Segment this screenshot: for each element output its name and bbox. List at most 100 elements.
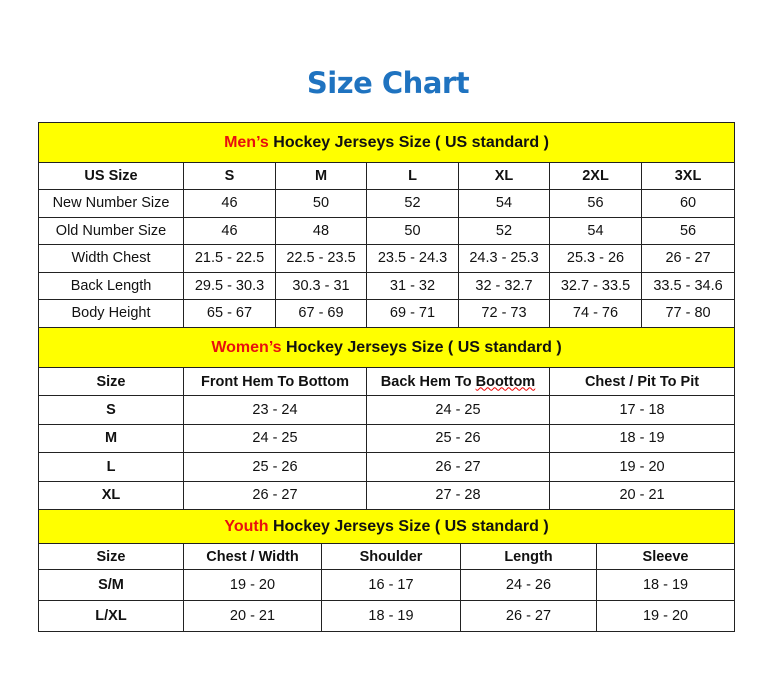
table-cell: 72 - 73 [458, 299, 550, 328]
table-cell: 32.7 - 33.5 [549, 271, 642, 300]
section-highlight: Youth [224, 517, 269, 535]
table-row: S/M 19 - 20 16 - 17 24 - 26 18 - 19 [38, 569, 736, 601]
table-cell: XL [458, 162, 550, 190]
column-header: Chest / Pit To Pit [548, 367, 736, 396]
mens-size-table: Men’s Hockey Jerseys Size ( US standard … [37, 122, 736, 328]
table-cell: S/M [38, 569, 184, 601]
section-highlight: Men’s [224, 133, 269, 151]
table-row: Old Number Size 46 48 50 52 54 56 [38, 216, 736, 245]
table-cell: XL [38, 480, 184, 510]
youth-size-table: Youth Hockey Jerseys Size ( US standard … [37, 509, 736, 632]
table-cell: US Size [38, 162, 184, 190]
table-cell: 52 [366, 189, 459, 218]
table-row: Back Length 29.5 - 30.3 30.3 - 31 31 - 32 32… [38, 271, 736, 300]
table-cell: 50 [366, 216, 459, 245]
table-cell: 19 - 20 [548, 452, 736, 482]
table-cell: 52 [458, 216, 550, 245]
table-cell: L/XL [38, 600, 184, 632]
table-cell: 24 - 25 [183, 423, 367, 453]
table-cell: 56 [640, 216, 736, 245]
table-cell: 22.5 - 23.5 [275, 244, 367, 273]
table-cell: Shoulder [321, 543, 461, 570]
table-cell: 18 - 19 [548, 423, 736, 453]
table-cell: 54 [549, 216, 642, 245]
table-cell: 2XL [549, 162, 642, 190]
table-cell: 74 - 76 [549, 299, 642, 328]
table-cell: 54 [458, 189, 550, 218]
table-cell: 26 - 27 [183, 480, 367, 510]
table-cell: 48 [275, 216, 367, 245]
table-cell: M [38, 423, 184, 453]
table-cell: 31 - 32 [366, 271, 459, 300]
table-cell: S [38, 395, 184, 425]
womens-section-header: Women’s Hockey Jerseys Size ( US standar… [37, 327, 736, 368]
table-cell: 3XL [640, 162, 736, 190]
table-cell: 25 - 26 [183, 452, 367, 482]
table-cell: 27 - 28 [366, 480, 550, 510]
column-header: Front Hem To Bottom [183, 367, 367, 396]
table-cell: Length [460, 543, 597, 570]
table-cell: 26 - 27 [640, 244, 736, 273]
column-header: Back Hem To Boottom [366, 367, 550, 396]
table-cell: 23.5 - 24.3 [366, 244, 459, 273]
table-cell: 20 - 21 [183, 600, 322, 632]
table-cell: 21.5 - 22.5 [183, 244, 276, 273]
table-row: New Number Size 46 50 52 54 56 60 [38, 189, 736, 218]
table-cell: M [275, 162, 367, 190]
section-highlight: Women’s [211, 338, 282, 356]
youth-section-header: Youth Hockey Jerseys Size ( US standard … [37, 509, 736, 544]
table-cell: 60 [640, 189, 736, 218]
table-cell: 19 - 20 [183, 569, 322, 601]
table-cell: Sleeve [595, 543, 736, 570]
section-title: Hockey Jerseys Size ( US standard ) [268, 517, 549, 535]
table-row: Width Chest 21.5 - 22.5 22.5 - 23.5 23.5 - … [38, 244, 736, 273]
table-cell: 50 [275, 189, 367, 218]
table-cell: 77 - 80 [640, 299, 736, 328]
table-cell: Width Chest [38, 244, 184, 273]
table-row: L 25 - 26 26 - 27 19 - 20 [38, 452, 736, 482]
table-cell: 19 - 20 [595, 600, 736, 632]
table-cell: 24 - 26 [460, 569, 597, 601]
table-cell: 29.5 - 30.3 [183, 271, 276, 300]
table-cell: Back Length [38, 271, 184, 300]
table-cell: 17 - 18 [548, 395, 736, 425]
table-cell: 26 - 27 [366, 452, 550, 482]
table-cell: 24 - 25 [366, 395, 550, 425]
table-row: S 23 - 24 24 - 25 17 - 18 [38, 395, 736, 425]
table-cell: S [183, 162, 276, 190]
table-cell: L [366, 162, 459, 190]
table-cell: L [38, 452, 184, 482]
table-cell: Size [38, 543, 184, 570]
table-cell: 18 - 19 [595, 569, 736, 601]
table-cell: 67 - 69 [275, 299, 367, 328]
page-title: Size Chart [306, 66, 470, 100]
table-cell: 18 - 19 [321, 600, 461, 632]
table-cell: 25.3 - 26 [549, 244, 642, 273]
table-row: XL 26 - 27 27 - 28 20 - 21 [38, 480, 736, 510]
table-cell: 26 - 27 [460, 600, 597, 632]
column-header: Size [38, 367, 184, 396]
table-cell: Old Number Size [38, 216, 184, 245]
table-cell: 24.3 - 25.3 [458, 244, 550, 273]
table-cell: 23 - 24 [183, 395, 367, 425]
table-cell: 20 - 21 [548, 480, 736, 510]
table-cell: 46 [183, 216, 276, 245]
table-row: M 24 - 25 25 - 26 18 - 19 [38, 423, 736, 453]
table-cell: 56 [549, 189, 642, 218]
womens-size-table: Women’s Hockey Jerseys Size ( US standar… [37, 327, 736, 510]
table-row: Body Height 65 - 67 67 - 69 69 - 71 72 - 73 7… [38, 299, 736, 328]
mens-section-header: Men’s Hockey Jerseys Size ( US standard … [37, 122, 736, 163]
table-cell: Body Height [38, 299, 184, 328]
header-text: Back Hem To [380, 373, 476, 390]
table-cell: Chest / Width [183, 543, 322, 570]
table-row: L/XL 20 - 21 18 - 19 26 - 27 19 - 20 [38, 600, 736, 632]
table-cell: 16 - 17 [321, 569, 461, 601]
table-cell: 25 - 26 [366, 423, 550, 453]
table-cell: 33.5 - 34.6 [640, 271, 736, 300]
table-cell: 30.3 - 31 [275, 271, 367, 300]
header-row: Size Chest / Width Shoulder Length Sleeve [38, 543, 736, 570]
table-cell: 46 [183, 189, 276, 218]
table-cell: 65 - 67 [183, 299, 276, 328]
header-row: US Size S M L XL 2XL 3XL [38, 162, 736, 190]
section-title: Hockey Jerseys Size ( US standard ) [268, 133, 549, 151]
